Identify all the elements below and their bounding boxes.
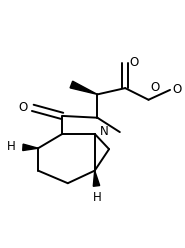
Text: O: O (18, 101, 27, 114)
Polygon shape (70, 81, 97, 94)
Polygon shape (93, 171, 100, 186)
Text: N: N (100, 125, 109, 138)
Text: O: O (130, 56, 139, 69)
Text: O: O (150, 81, 159, 94)
Text: H: H (7, 140, 16, 153)
Polygon shape (23, 144, 38, 151)
Text: O: O (173, 83, 182, 96)
Text: H: H (93, 191, 102, 204)
